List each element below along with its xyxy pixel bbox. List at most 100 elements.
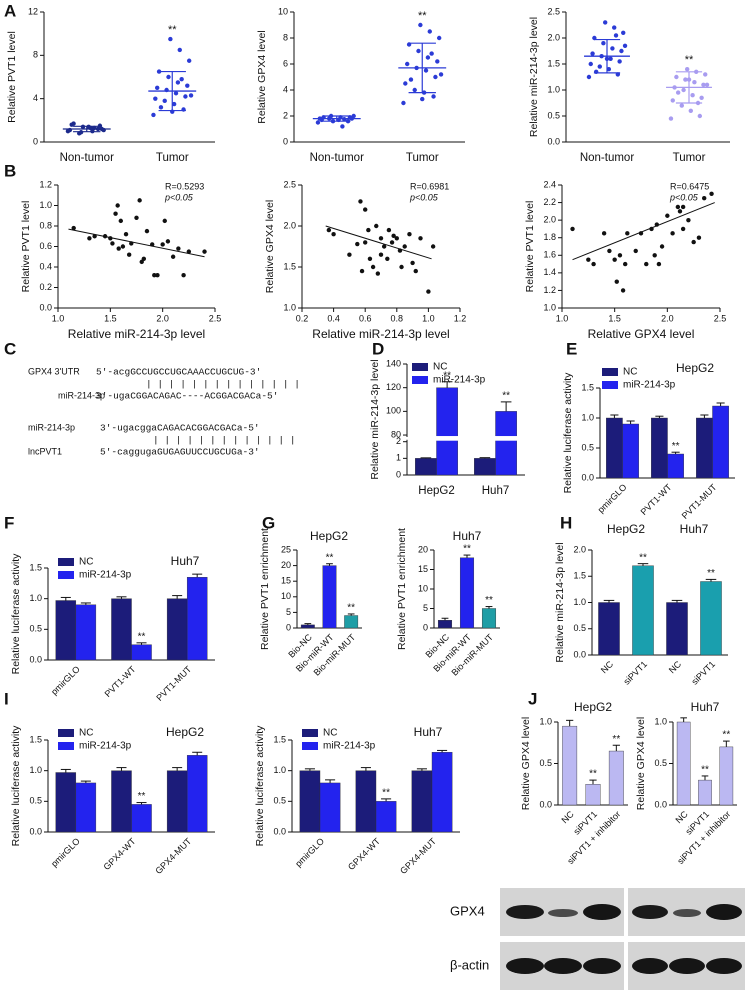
y-tick-label: 1.0 <box>29 765 42 775</box>
data-point <box>686 217 691 223</box>
significance: ** <box>168 24 177 36</box>
data-point <box>170 254 176 259</box>
x-tick-label: Non-tumor <box>310 152 364 164</box>
bar <box>186 755 208 833</box>
y-tick-label: 1.5 <box>29 734 42 744</box>
y-axis-label: Relative GPX4 level <box>520 717 532 810</box>
bar <box>55 600 77 661</box>
data-point <box>385 256 390 261</box>
blot-label: β-actin <box>450 957 489 972</box>
data-point <box>423 68 429 73</box>
y-tick-label: 100 <box>386 406 401 416</box>
x-tick-label: 0.2 <box>296 313 309 323</box>
pairing-bars: | | | | | | | | | | | | | <box>153 435 296 446</box>
data-point <box>613 33 619 38</box>
data-point <box>597 64 602 69</box>
data-point <box>366 227 371 233</box>
data-point <box>614 279 619 284</box>
data-point <box>683 77 688 82</box>
data-point <box>116 246 121 251</box>
data-point <box>588 61 593 67</box>
data-point <box>619 48 624 54</box>
x-tick-label: GPX4-WT <box>346 836 382 872</box>
bar <box>562 725 578 806</box>
data-point <box>697 113 703 119</box>
y-tick-label: 0 <box>396 469 401 479</box>
y-tick-label: 20 <box>418 544 428 554</box>
data-point <box>374 223 379 229</box>
legend-swatch <box>602 381 618 389</box>
y-axis-label: Relative PVT1 enrichment <box>259 528 271 650</box>
panel-label: D <box>372 339 384 358</box>
legend-label: miR-214-3p <box>79 570 132 581</box>
x-tick-label: 0.8 <box>391 313 404 323</box>
data-point <box>185 83 190 88</box>
data-point <box>430 244 436 249</box>
data-point <box>367 256 373 261</box>
bar <box>437 620 453 629</box>
data-point <box>675 204 681 210</box>
bar <box>75 604 97 661</box>
bar <box>299 770 321 833</box>
band <box>544 958 582 974</box>
data-point <box>359 268 365 274</box>
data-point <box>188 93 194 98</box>
sequence: 5'-caggugaGUGAGUUCCUGCUGa-3' <box>100 447 260 458</box>
x-tick-label: NC <box>667 659 684 676</box>
y-tick-label: 1.0 <box>39 200 52 210</box>
legend-swatch <box>302 742 318 750</box>
bar <box>698 779 712 806</box>
y-tick-label: 1.5 <box>581 382 594 392</box>
data-point <box>679 103 684 108</box>
panel-label: C <box>4 339 16 358</box>
data-point <box>668 116 674 121</box>
y-tick-label: 2 <box>396 436 401 446</box>
data-point <box>118 218 124 224</box>
bar <box>651 417 668 479</box>
data-point <box>431 94 436 99</box>
x-tick-label: 1.2 <box>454 313 467 323</box>
bar <box>622 423 639 479</box>
y-tick-label: 2.5 <box>283 179 296 189</box>
chart-title: Huh7 <box>691 700 720 714</box>
data-point <box>438 72 444 77</box>
y-tick-label: 0.6 <box>39 241 52 251</box>
y-tick-label: 2.0 <box>547 32 560 42</box>
data-point <box>183 94 188 99</box>
data-point <box>620 288 626 293</box>
band <box>583 904 621 920</box>
x-tick-label: 2.0 <box>156 313 169 323</box>
y-tick-label: 1.0 <box>581 412 594 422</box>
axis-break-gap <box>473 436 497 441</box>
y-tick-label: 1.0 <box>573 597 586 607</box>
significance: ** <box>326 552 334 563</box>
y-tick-label: 0.5 <box>547 110 560 120</box>
pairing-bars: | | | | | | | | | | | | | | <box>146 379 300 390</box>
band <box>632 958 668 974</box>
x-tick-label: PVT1-WT <box>103 664 138 699</box>
bar <box>598 602 620 656</box>
data-point <box>389 240 395 245</box>
data-point <box>92 234 97 239</box>
data-point <box>709 191 714 196</box>
y-tick-label: 6 <box>283 58 288 68</box>
data-point <box>315 120 321 125</box>
data-point <box>166 74 171 80</box>
y-tick-label: 0.0 <box>654 799 667 809</box>
seq-label: miR-214-3p <box>28 422 75 432</box>
data-point <box>202 249 207 254</box>
y-tick-label: 0.0 <box>573 649 586 659</box>
band <box>506 905 544 919</box>
bar <box>474 458 496 476</box>
y-axis-label: Relative luciferase activity <box>10 553 22 675</box>
data-point <box>681 87 686 93</box>
sequence: 5'-acgGCCUGCCUGCAAACCUGCUG-3' <box>96 367 261 378</box>
x-tick-label: 0.6 <box>359 313 372 323</box>
data-point <box>87 236 92 241</box>
sequence: 3'-ugacggaCAGACACGGACGACa-5' <box>100 423 260 434</box>
axis-break-gap <box>414 436 438 441</box>
data-point <box>591 261 596 267</box>
chart-title: Huh7 <box>414 725 443 739</box>
chart-title: HepG2 <box>166 725 204 739</box>
bar <box>676 721 691 806</box>
